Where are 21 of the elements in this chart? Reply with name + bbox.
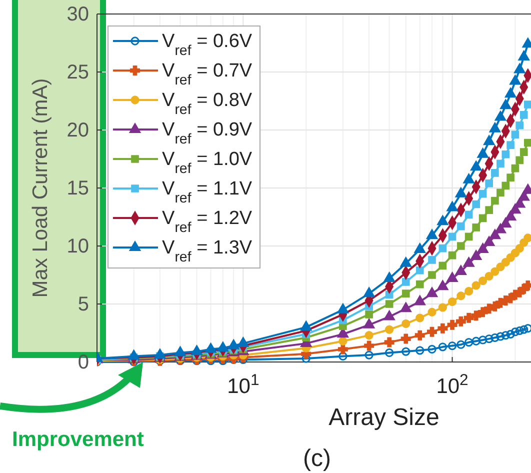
- x-axis-title: Array Size: [328, 404, 440, 431]
- legend-label: V$_{ref}$ = 0.9V: [162, 120, 252, 148]
- y-tick-label: 25: [66, 61, 89, 84]
- y-tick-label: 20: [66, 119, 89, 142]
- y-tick-label: 0: [78, 351, 89, 374]
- y-tick-label: 15: [66, 177, 89, 200]
- y-tick-label: 10: [66, 235, 89, 258]
- legend-label: V$_{ref}$ = 0.8V: [162, 90, 252, 118]
- text: Improvement: [12, 428, 144, 451]
- legend-label: V$_{ref}$ = 1.3V: [162, 238, 252, 266]
- x-tick-label: 10$^{1}$: [227, 372, 260, 398]
- y-tick-label: 30: [66, 3, 89, 26]
- legend-label: V$_{ref}$ = 1.1V: [162, 178, 252, 206]
- y-axis-title: Max Load Current (mA): [29, 78, 52, 298]
- legend-label: V$_{ref}$ = 0.7V: [162, 60, 252, 88]
- legend-label: V$_{ref}$ = 1.2V: [162, 208, 252, 236]
- legend-label: V$_{ref}$ = 0.6V: [162, 31, 252, 59]
- y-tick-label: 5: [78, 293, 89, 316]
- legend-label: V$_{ref}$ = 1.0V: [162, 149, 252, 177]
- x-tick-label: 10$^{2}$: [436, 372, 468, 398]
- text: (c): [303, 445, 331, 472]
